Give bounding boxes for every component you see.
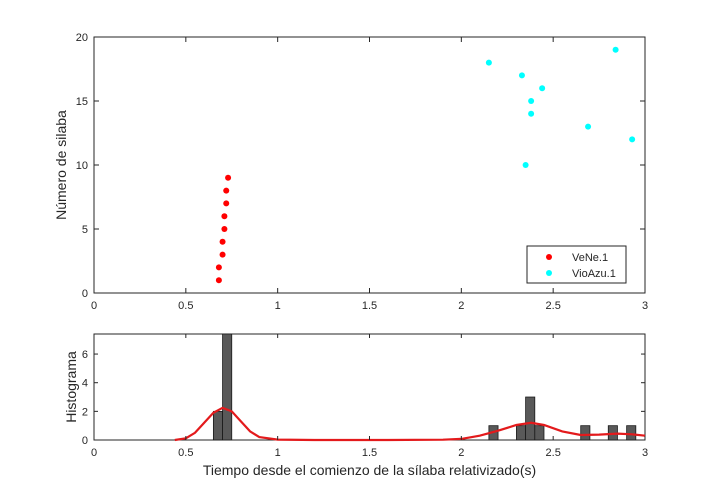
scatter-x-tick-label: 2 [458,300,464,312]
scatter-point-vene [215,277,222,284]
density-curve [174,406,646,442]
scatter-y-axis-label: Número de silaba [53,110,69,220]
histogram-bar [534,425,545,441]
scatter-point-vene [225,174,232,181]
histogram-x-tick-label: 1.5 [362,447,377,459]
scatter-y-tick-label: 0 [82,288,88,300]
scatter-points [215,46,636,284]
scatter-point-vene [215,264,222,271]
scatter-x-tick-label: 1.5 [362,300,377,312]
histogram-x-tick-label: 0.5 [178,447,193,459]
scatter-point-vene [221,226,228,232]
histogram-axes [93,333,646,441]
scatter-y-tick-label: 10 [76,160,88,172]
scatter-point-vene [223,200,230,207]
scatter-point-vioazu [612,46,619,53]
legend-marker-vioazu [546,270,552,276]
histogram-x-tick-label: 0 [91,447,97,459]
histogram-ticks: 0 0.5 1 1.5 2 2.5 3 0 2 4 6 [82,334,648,459]
histogram-y-tick-label: 4 [82,378,88,390]
legend-label-vioazu: VioAzu.1 [572,268,616,280]
histogram-bar [525,396,536,441]
scatter-point-vioazu [629,136,636,143]
scatter-y-tick-label: 5 [82,224,88,236]
scatter-point-vioazu [522,162,529,168]
legend: VeNe.1 VioAzu.1 [526,245,627,284]
histogram-x-tick-label: 2.5 [546,447,561,459]
x-axis-label: Tiempo desde el comienzo de la sílaba re… [203,462,536,478]
scatter-point-vene [223,187,230,194]
legend-box [526,245,627,284]
scatter-point-vioazu [539,85,546,92]
scatter-point-vioazu [585,123,592,130]
scatter-ticks: 0 0.5 1 1.5 2 2.5 3 0 5 10 15 20 [76,32,648,312]
scatter-x-tick-label: 1 [275,300,281,312]
histogram-y-tick-label: 0 [82,435,88,447]
histogram-bar [222,333,233,441]
scatter-x-tick-label: 0.5 [178,300,193,312]
histogram-bar [626,425,637,441]
histogram-x-tick-label: 3 [642,447,648,459]
scatter-x-tick-label: 2.5 [546,300,561,312]
histogram-y-axis-label: Histograma [63,351,79,423]
histogram-bar [516,425,527,441]
scatter-y-tick-label: 20 [76,32,88,44]
scatter-point-vioazu [528,98,535,104]
scatter-point-vioazu [518,72,525,79]
histogram-bar [580,425,591,441]
scatter-y-tick-label: 15 [76,96,88,108]
scatter-x-tick-label: 0 [91,300,97,312]
legend-marker-vene [546,254,552,260]
scatter-point-vene [221,213,228,220]
scatter-point-vioazu [528,110,535,117]
histogram-y-tick-label: 6 [82,349,88,361]
scatter-point-vene [219,238,226,245]
scatter-x-tick-label: 3 [642,300,648,312]
histogram-y-tick-label: 2 [82,406,88,418]
histogram-x-tick-label: 1 [275,447,281,459]
histogram-x-tick-label: 2 [458,447,464,459]
scatter-point-vene [219,251,226,258]
histogram-bar [212,410,223,441]
scatter-point-vioazu [485,59,492,66]
legend-label-vene: VeNe.1 [572,252,608,264]
